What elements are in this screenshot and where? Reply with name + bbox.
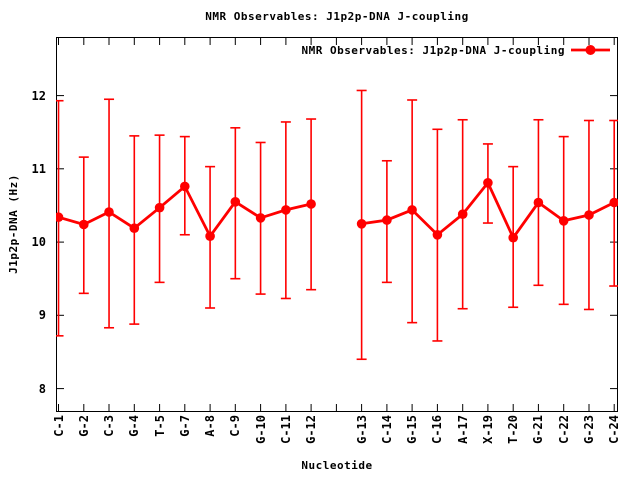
data-point-marker <box>533 197 544 208</box>
data-point-marker <box>154 202 165 213</box>
legend-marker-sample <box>585 45 596 55</box>
chart-title: NMR Observables: J1p2p-DNA J-coupling <box>205 10 469 23</box>
x-tick-label: G-13 <box>354 415 369 444</box>
legend-label: NMR Observables: J1p2p-DNA J-coupling <box>301 44 565 57</box>
x-tick-label: T-20 <box>506 415 521 444</box>
data-point-marker <box>356 219 367 229</box>
y-tick-label: 8 <box>38 381 46 396</box>
data-point-marker <box>457 209 468 219</box>
x-tick-label: G-15 <box>405 415 420 444</box>
x-tick-label: C-14 <box>379 415 394 444</box>
x-tick-label: C-16 <box>430 415 445 444</box>
data-point-marker <box>230 197 241 207</box>
y-axis-title: J1p2p-DNA (Hz) <box>7 174 20 274</box>
x-tick-label: G-4 <box>127 415 142 437</box>
y-tick-label: 9 <box>38 308 46 323</box>
y-tick-label: 12 <box>31 88 46 103</box>
x-tick-label: A-17 <box>455 415 470 444</box>
x-tick-label: C-3 <box>102 415 117 437</box>
plot-frame <box>56 37 618 412</box>
x-tick-label: T-5 <box>152 415 167 437</box>
x-tick-label: X-19 <box>480 415 495 444</box>
x-tick-label: G-12 <box>304 415 319 444</box>
plot-area: NMR Observables: J1p2p-DNA J-coupling <box>53 37 620 412</box>
data-point-marker <box>53 212 64 222</box>
data-point-marker <box>432 230 443 240</box>
data-point-marker <box>255 213 266 223</box>
data-point-marker <box>609 197 619 208</box>
y-tick-label: 10 <box>31 235 46 250</box>
x-tick-label: G-2 <box>76 415 91 437</box>
data-point-marker <box>180 181 190 192</box>
x-tick-label: C-22 <box>556 415 571 444</box>
data-point-marker <box>281 205 291 215</box>
x-tick-label: G-23 <box>581 415 596 444</box>
x-tick-label: G-10 <box>253 415 268 444</box>
data-point-marker <box>79 219 89 230</box>
x-tick-label: G-7 <box>177 415 192 437</box>
x-tick-label: C-11 <box>278 415 293 444</box>
data-point-marker <box>508 232 518 243</box>
data-point-marker <box>584 210 594 220</box>
x-tick-label: G-21 <box>531 415 546 444</box>
data-point-marker <box>407 205 417 215</box>
data-point-marker <box>382 215 392 225</box>
data-point-marker <box>205 231 215 241</box>
x-tick-label: C-1 <box>51 415 66 437</box>
data-point-marker <box>483 178 493 188</box>
x-tick-label: C-24 <box>607 415 622 444</box>
data-point-marker <box>558 216 569 226</box>
x-tick-label: A-8 <box>203 415 218 437</box>
data-point-marker <box>129 223 140 233</box>
chart-svg: NMR Observables: J1p2p-DNA J-coupling <box>53 37 620 412</box>
x-tick-label: C-9 <box>228 415 243 437</box>
y-tick-label: 11 <box>31 161 46 176</box>
x-axis-title: Nucleotide <box>301 459 373 472</box>
data-point-marker <box>306 199 316 209</box>
data-point-marker <box>104 207 114 217</box>
